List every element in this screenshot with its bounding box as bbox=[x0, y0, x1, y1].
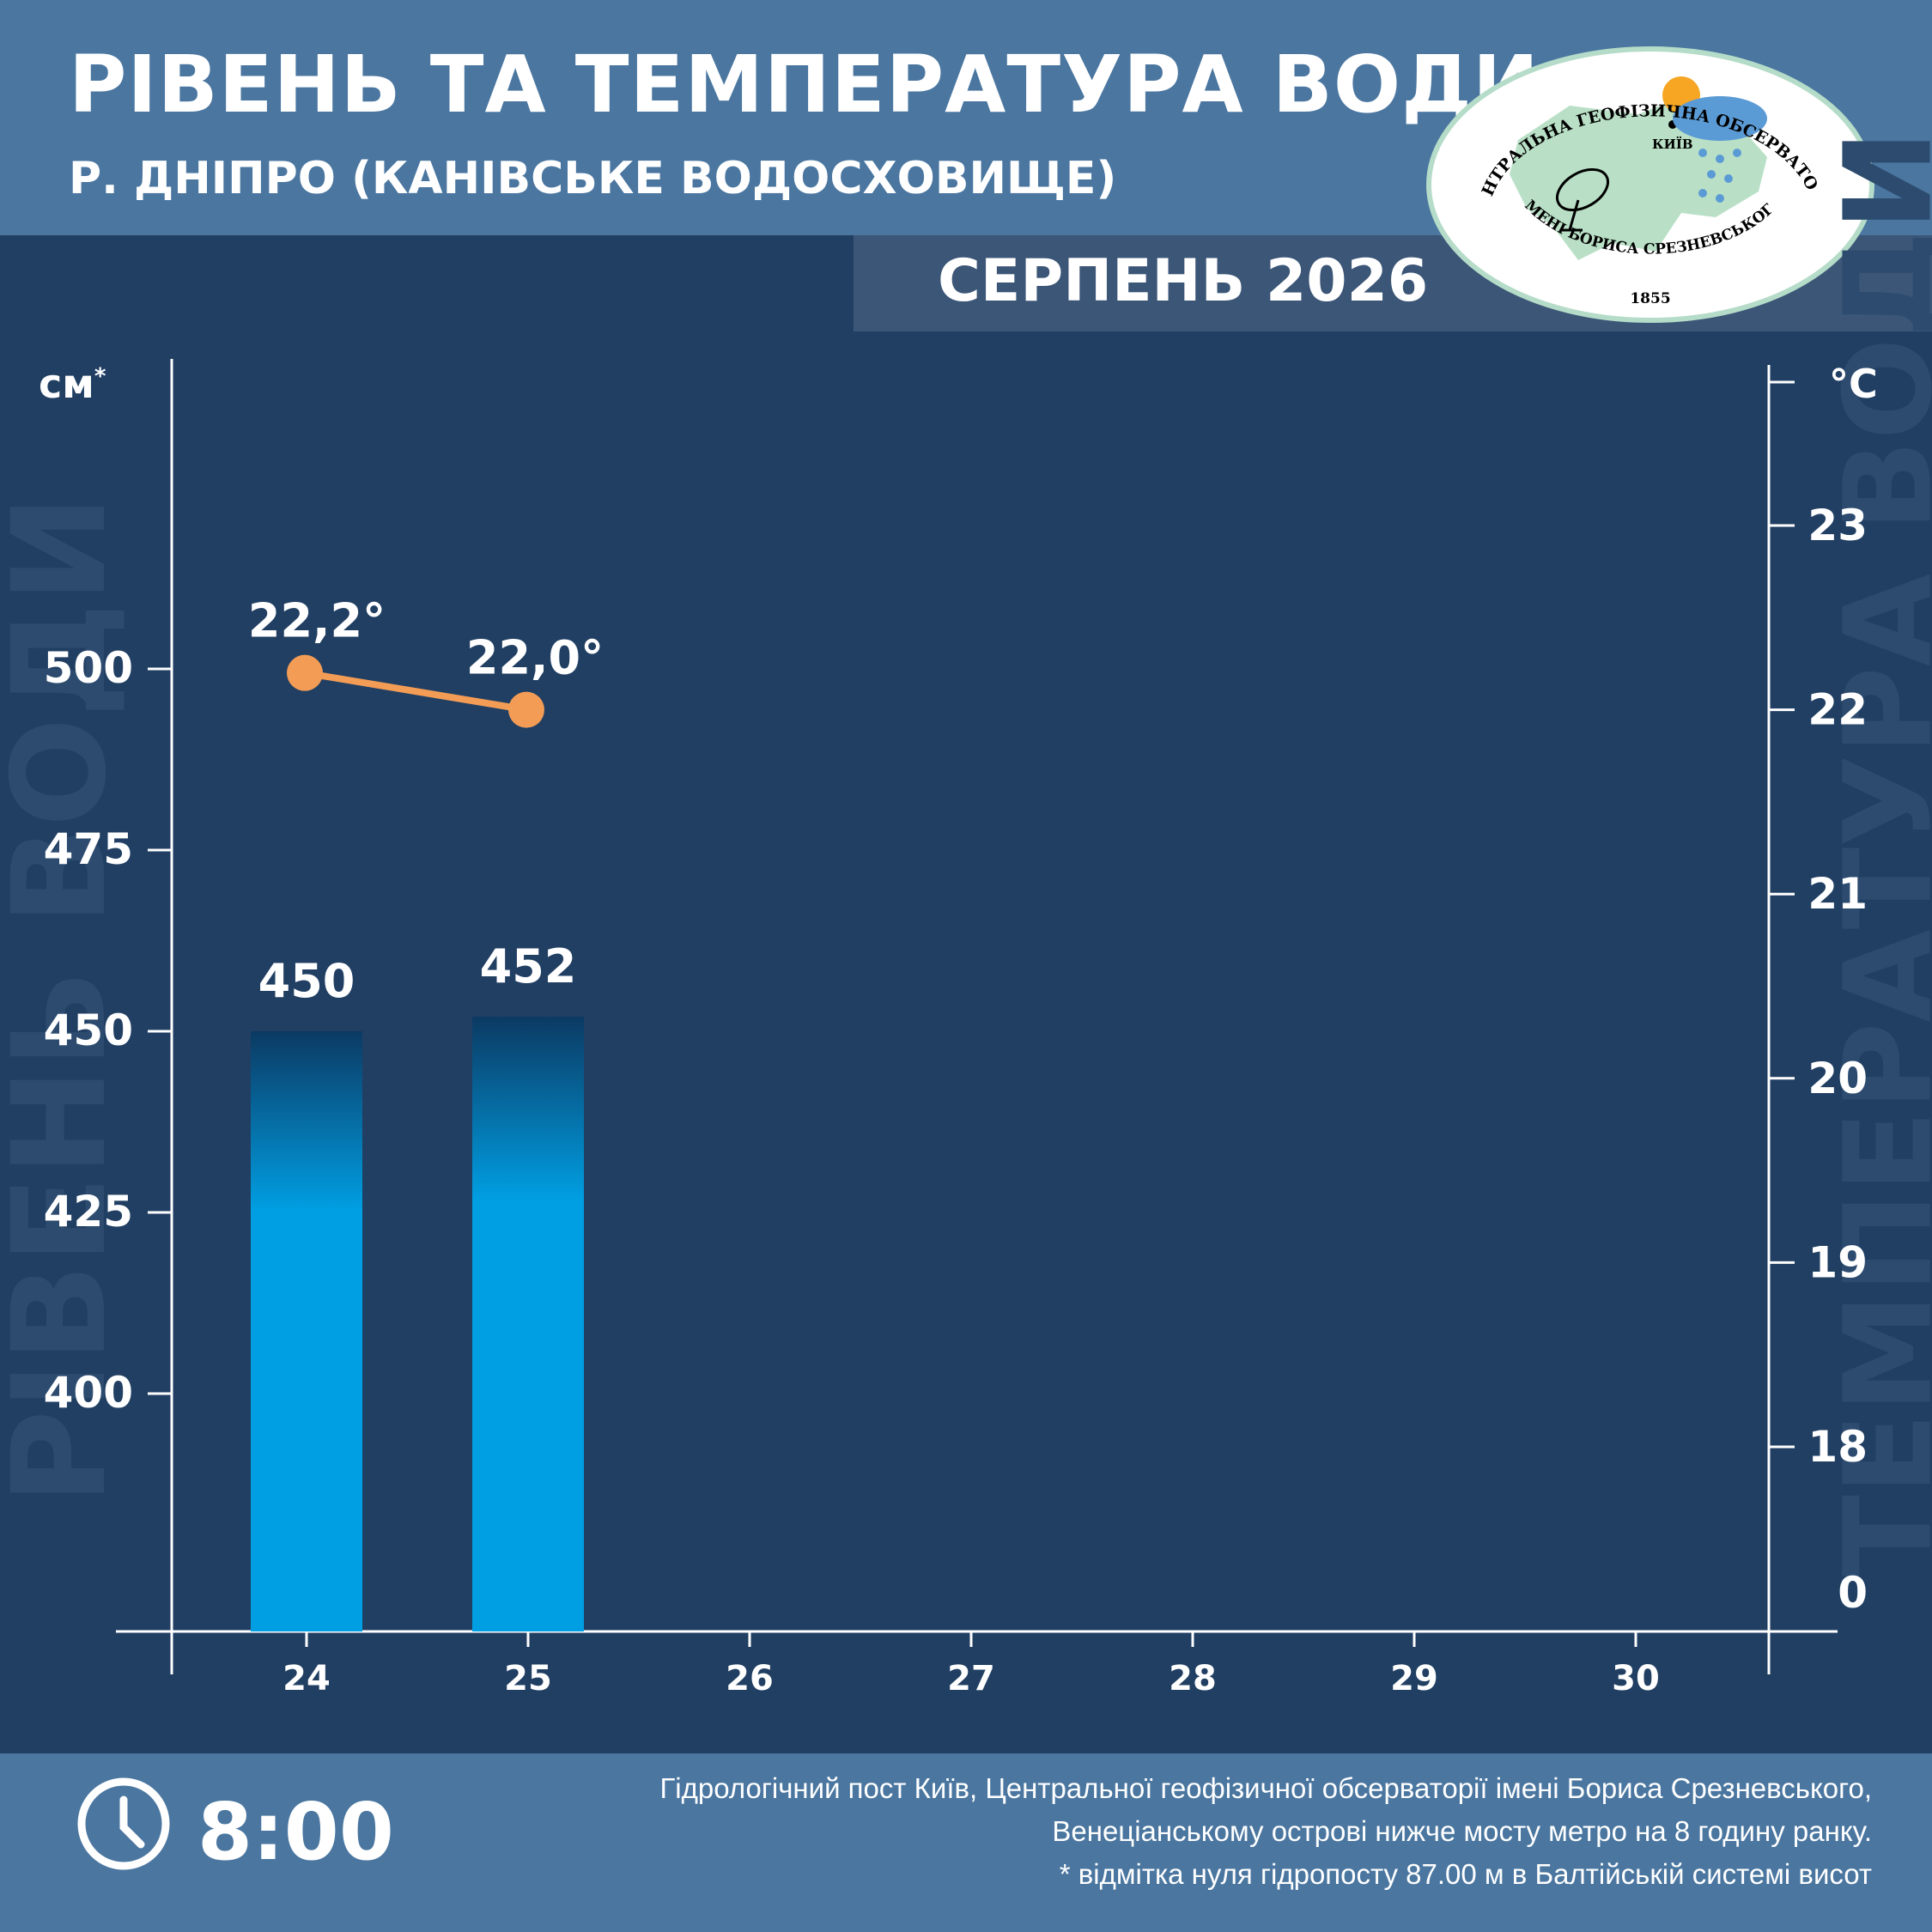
right-tick-label: 21 bbox=[1807, 869, 1868, 919]
chart-area: 400 425 450 475 500 0 18 19 20 21 22 23 24 25 26 27 28 29… bbox=[44, 359, 1868, 1698]
temperature-point bbox=[508, 691, 544, 728]
right-tick-label: 20 bbox=[1807, 1054, 1868, 1103]
left-tick-label: 500 bbox=[44, 643, 133, 693]
observation-time: 8:00 bbox=[197, 1786, 394, 1878]
left-tick-label: 425 bbox=[44, 1187, 133, 1236]
left-axis-unit: см* bbox=[39, 361, 106, 407]
x-tick-label: 28 bbox=[1169, 1659, 1217, 1698]
temperature-line bbox=[304, 669, 527, 714]
temperature-point bbox=[287, 654, 323, 691]
level-bar bbox=[472, 1017, 584, 1631]
sun-cloud-icon bbox=[1662, 76, 1767, 203]
right-tick-label: 22 bbox=[1807, 685, 1868, 735]
clock-icon bbox=[77, 1777, 170, 1870]
right-axis-unit: °C bbox=[1829, 361, 1878, 407]
x-tick-label: 30 bbox=[1612, 1659, 1660, 1698]
footer-note-3: * відмітка нуля гідропосту 87.00 м в Бал… bbox=[1059, 1858, 1872, 1890]
x-tick-label: 29 bbox=[1390, 1659, 1438, 1698]
right-tick-label: 19 bbox=[1807, 1237, 1868, 1287]
observatory-logo: КИЇВ ЦЕНТРАЛЬНА ГЕОФІЗИЧНА ОБСЕРВАТОРІЯ … bbox=[1424, 46, 1874, 323]
footer-bar bbox=[0, 1753, 1932, 1932]
left-tick-label: 450 bbox=[44, 1005, 133, 1055]
left-tick-label: 400 bbox=[44, 1368, 133, 1418]
level-data-label: 450 bbox=[258, 954, 355, 1008]
temperature-data-label: 22,0° bbox=[466, 631, 604, 685]
level-bar bbox=[251, 1031, 362, 1631]
x-tick-label: 26 bbox=[726, 1659, 774, 1698]
left-tick-label: 475 bbox=[44, 824, 133, 874]
period-label: СЕРПЕНЬ 2026 bbox=[938, 247, 1429, 315]
page-subtitle: Р. ДНІПРО (КАНІВСЬКЕ ВОДОСХОВИЩЕ) bbox=[69, 153, 1117, 204]
x-tick-label: 27 bbox=[947, 1659, 995, 1698]
radar-dish-icon bbox=[1556, 167, 1609, 232]
page-title: РІВЕНЬ ТА ТЕМПЕРАТУРА ВОДИ bbox=[69, 39, 1540, 131]
level-data-label: 452 bbox=[480, 939, 577, 993]
right-tick-label: 23 bbox=[1807, 501, 1868, 550]
footer-note-1: Гідрологічний пост Київ, Центральної гео… bbox=[659, 1772, 1872, 1804]
right-tick-label: 0 bbox=[1838, 1568, 1868, 1618]
logo-year: 1855 bbox=[1630, 290, 1670, 307]
x-tick-label: 24 bbox=[283, 1659, 331, 1698]
footer-note-2: Венеціанському острові нижче мосту метро… bbox=[1052, 1815, 1872, 1847]
temperature-data-label: 22,2° bbox=[248, 594, 386, 648]
x-tick-label: 25 bbox=[504, 1659, 552, 1698]
right-tick-label: 18 bbox=[1807, 1422, 1868, 1472]
logo-city: КИЇВ bbox=[1652, 136, 1693, 152]
